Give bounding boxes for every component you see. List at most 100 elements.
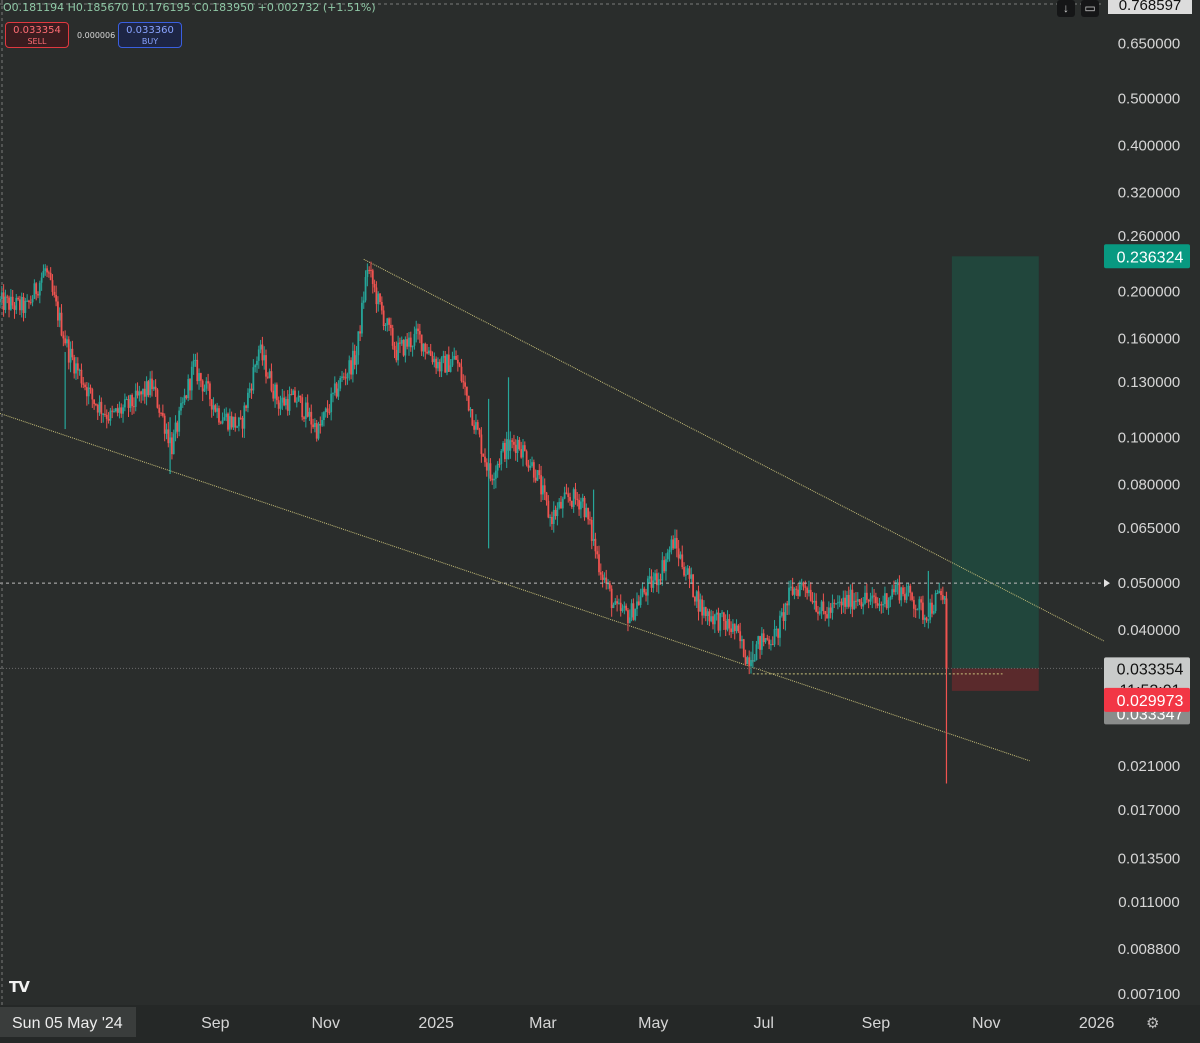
candle-body xyxy=(321,419,324,426)
candle-body xyxy=(33,283,36,299)
candle-body xyxy=(697,591,700,612)
candle-body xyxy=(151,378,153,390)
tradingview-logo-icon[interactable]: TV xyxy=(9,978,30,996)
candle-body xyxy=(784,603,787,622)
candle-body xyxy=(243,405,246,429)
candle-body xyxy=(120,407,123,414)
candle-body xyxy=(368,269,371,271)
candle-body xyxy=(274,384,276,399)
candle-body xyxy=(608,583,611,589)
candle-body xyxy=(543,485,546,493)
candle-body xyxy=(288,394,291,411)
candle-body xyxy=(547,500,550,518)
candle-body xyxy=(306,402,309,417)
candle-body xyxy=(174,422,177,434)
candle-body xyxy=(366,269,369,278)
trendline-upper[interactable] xyxy=(363,258,1105,642)
candle-body xyxy=(683,567,685,576)
candle-body xyxy=(880,604,883,606)
candle-body xyxy=(319,423,322,426)
candle-body xyxy=(780,612,783,616)
candle-body xyxy=(0,298,1,303)
candle-body xyxy=(35,283,38,294)
candle-body xyxy=(232,416,235,428)
candle-body xyxy=(275,384,278,401)
candle-body xyxy=(753,660,756,662)
x-tick-label: Sep xyxy=(862,1015,891,1032)
fullscreen-icon[interactable]: ▭ xyxy=(1081,0,1099,17)
candle-body xyxy=(440,357,443,372)
candle-body xyxy=(708,611,711,622)
candle-body xyxy=(578,500,580,510)
candle-body xyxy=(491,478,494,481)
candle-body xyxy=(532,462,535,478)
candle-body xyxy=(811,600,814,603)
arrow-down-icon[interactable]: ↓ xyxy=(1057,0,1075,17)
candle-body xyxy=(627,610,629,624)
candle-body xyxy=(266,376,269,378)
candle-body xyxy=(277,400,280,409)
candle-body xyxy=(542,485,544,495)
candle-body xyxy=(690,574,693,579)
candle-body xyxy=(849,589,852,607)
gear-icon[interactable]: ⚙ xyxy=(1146,1015,1160,1032)
candle-body xyxy=(764,638,767,643)
candle-body xyxy=(768,639,771,645)
candle-body xyxy=(668,550,671,553)
price-axis-panel[interactable] xyxy=(1104,0,1200,1005)
candle-body xyxy=(100,401,103,415)
sell-button[interactable]: 0.033354 SELL xyxy=(5,22,69,48)
candle-body xyxy=(860,602,863,607)
candle-body xyxy=(15,297,18,310)
candle-body xyxy=(878,604,881,606)
candle-body xyxy=(89,387,92,390)
position-tool[interactable] xyxy=(951,256,1039,691)
candle-body xyxy=(51,280,54,292)
candle-body xyxy=(286,398,289,411)
candle-body xyxy=(328,412,331,414)
time-axis-panel[interactable] xyxy=(0,1005,1200,1043)
profit-zone[interactable] xyxy=(951,256,1039,669)
candle-body xyxy=(737,625,740,632)
candle-body xyxy=(509,440,512,451)
candle-body xyxy=(433,358,436,363)
candle-body xyxy=(748,657,751,667)
x-tick-label: May xyxy=(638,1015,668,1032)
y-tick-label: 0.500000 xyxy=(1118,91,1181,108)
candle-body xyxy=(628,617,631,624)
y-tick-label: 0.021000 xyxy=(1118,758,1181,775)
trendlines[interactable] xyxy=(0,258,1105,762)
candle-body xyxy=(257,349,260,361)
candle-body xyxy=(826,614,828,619)
candle-body xyxy=(695,591,698,602)
candle-body xyxy=(476,422,479,430)
candle-body xyxy=(279,402,282,409)
candle-body xyxy=(353,350,356,365)
candle-body xyxy=(867,599,870,602)
y-tick-label: 0.040000 xyxy=(1118,622,1181,639)
buy-button[interactable]: 0.033360 BUY xyxy=(118,22,182,48)
candle-body xyxy=(656,573,658,586)
candle-body xyxy=(73,357,76,374)
candle-body xyxy=(210,399,213,410)
candle-body xyxy=(670,539,673,551)
candle-body xyxy=(505,439,508,460)
candle-body xyxy=(19,299,21,311)
candle-body xyxy=(234,416,237,428)
candle-body xyxy=(333,383,336,393)
candle-body xyxy=(60,312,63,336)
x-tick-label: Nov xyxy=(312,1015,340,1032)
candle-body xyxy=(641,588,644,597)
candle-body xyxy=(645,592,647,596)
target-price-badge xyxy=(1104,244,1190,269)
candle-body xyxy=(657,579,660,586)
candle-body xyxy=(375,287,378,305)
candle-body xyxy=(341,376,343,378)
loss-zone[interactable] xyxy=(951,668,1039,691)
candle-body xyxy=(858,599,861,603)
candle-body xyxy=(261,344,264,361)
candle-body xyxy=(618,602,620,604)
x-tick-label: Jul xyxy=(753,1015,773,1032)
candle-body xyxy=(891,589,894,598)
